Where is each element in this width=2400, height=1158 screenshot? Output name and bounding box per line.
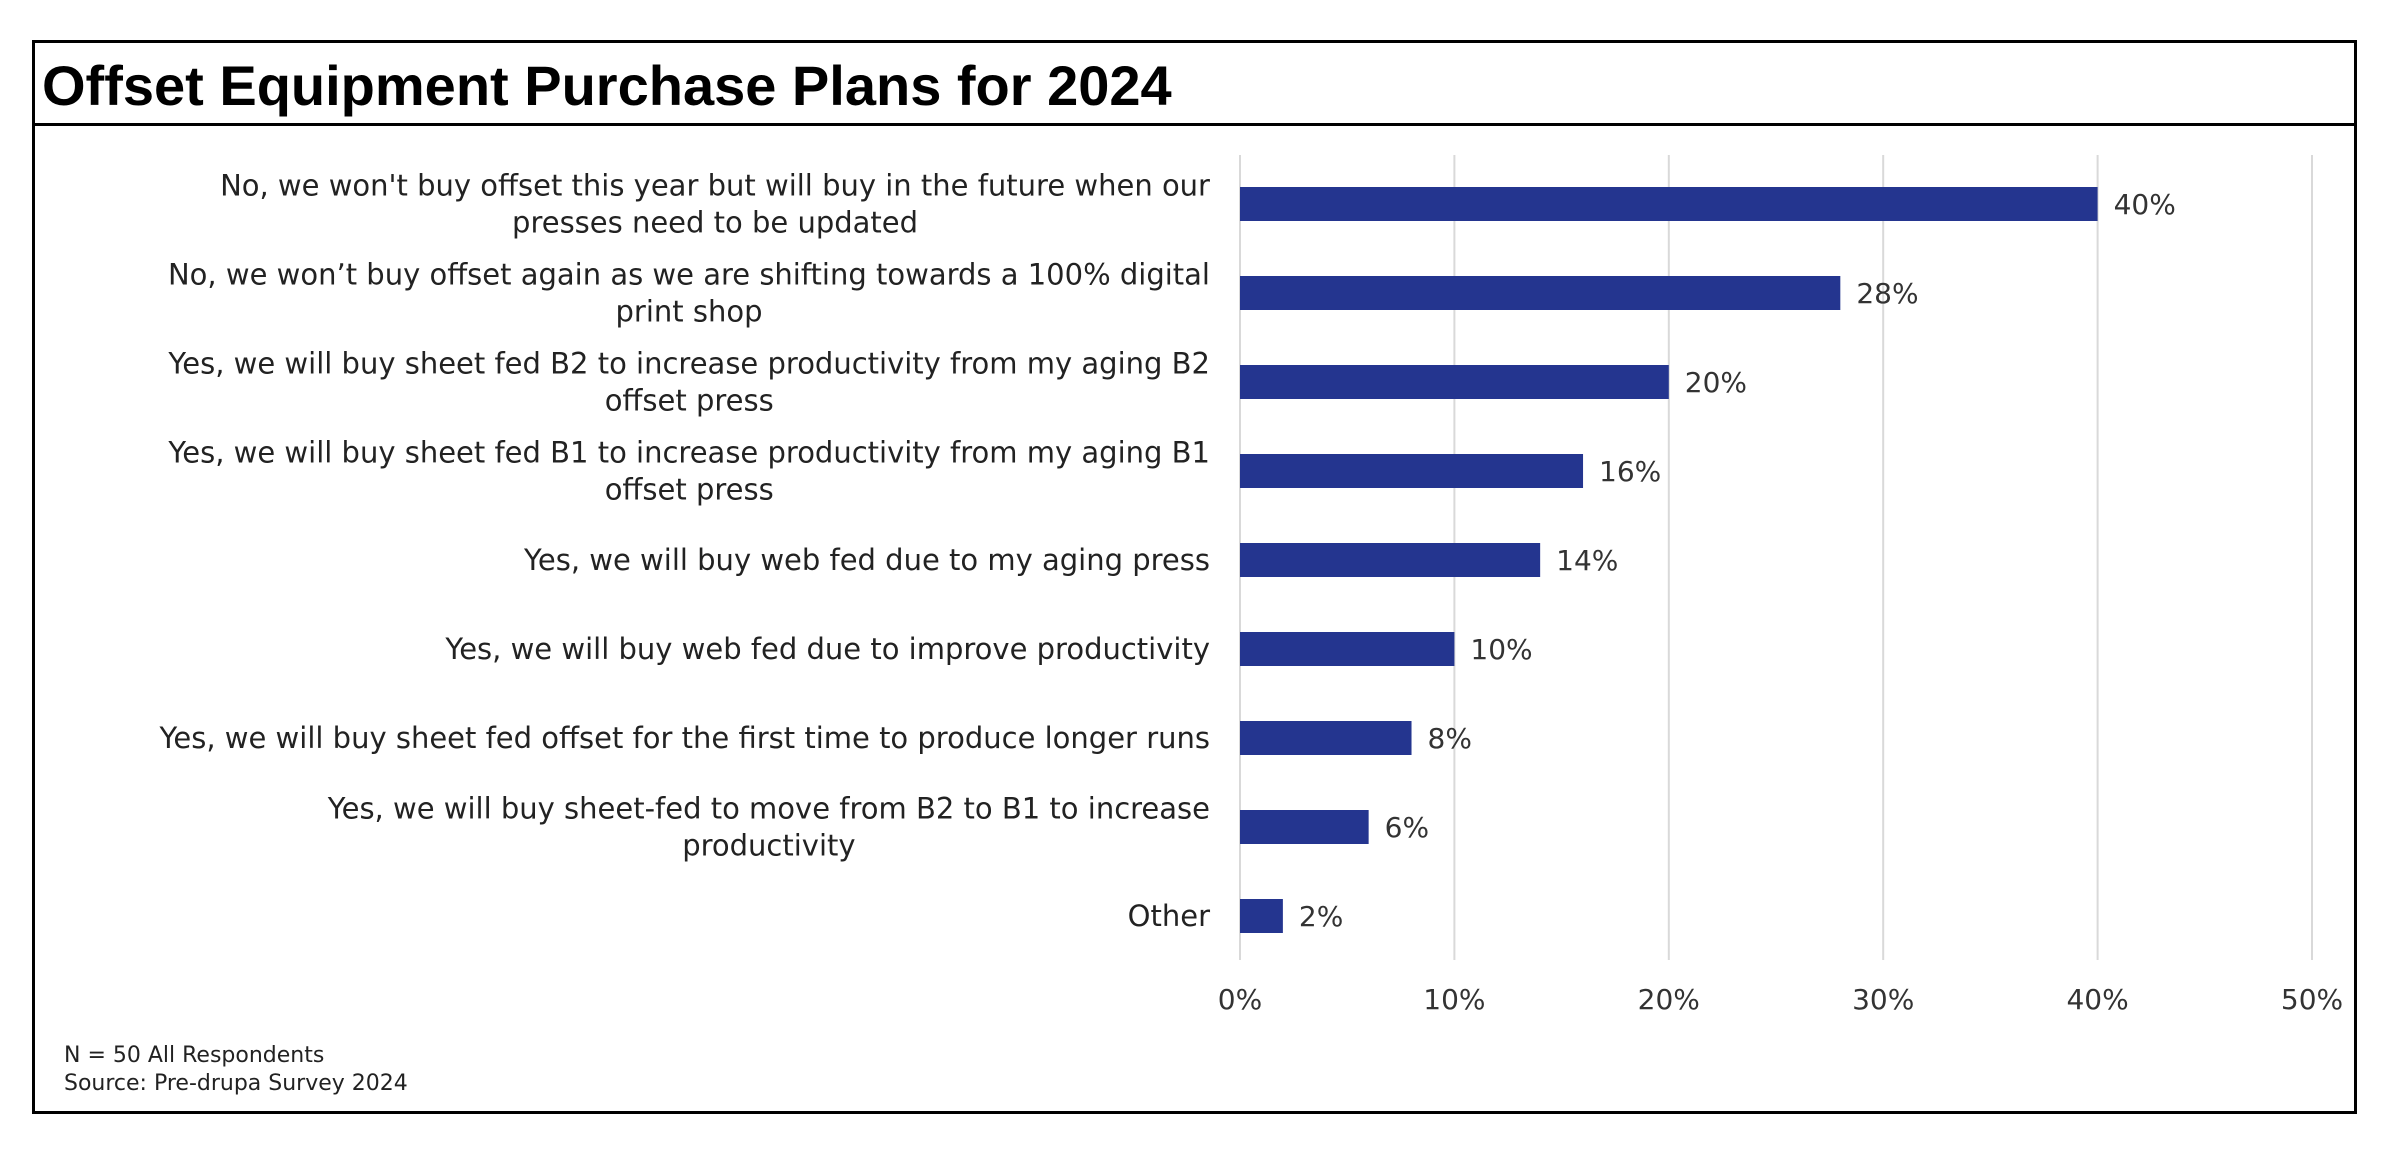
bar	[1240, 454, 1584, 488]
data-label: 20%	[1685, 366, 1747, 399]
category-label-line: No, we won’t buy offset again as we are …	[168, 258, 1210, 292]
bar	[1240, 721, 1412, 755]
category-label: No, we won't buy offset this year but wi…	[220, 169, 1210, 240]
bar	[1240, 810, 1369, 844]
data-label: 14%	[1556, 544, 1618, 577]
data-label: 10%	[1470, 633, 1532, 666]
data-label: 28%	[1856, 277, 1918, 310]
bar	[1240, 365, 1669, 399]
data-label: 6%	[1385, 811, 1429, 844]
data-label: 2%	[1299, 900, 1343, 933]
x-tick-label: 50%	[2281, 983, 2343, 1016]
category-label: Yes, we will buy sheet fed B2 to increas…	[167, 347, 1210, 418]
category-label-line: offset press	[605, 473, 774, 507]
data-label: 8%	[1428, 722, 1472, 755]
category-label-line: presses need to be updated	[512, 206, 918, 240]
category-label-line: Yes, we will buy sheet-fed to move from …	[327, 792, 1210, 826]
bar	[1240, 276, 1841, 310]
category-label: Other	[1128, 899, 1210, 933]
category-label: Yes, we will buy sheet-fed to move from …	[327, 792, 1210, 863]
category-label: Yes, we will buy sheet fed offset for th…	[159, 721, 1210, 755]
category-label-line: No, we won't buy offset this year but wi…	[220, 169, 1210, 203]
category-label-line: Yes, we will buy sheet fed B1 to increas…	[167, 436, 1210, 470]
category-label: Yes, we will buy web fed due to improve …	[444, 632, 1210, 666]
bar	[1240, 899, 1283, 933]
category-label: Yes, we will buy web fed due to my aging…	[523, 543, 1210, 577]
bar	[1240, 543, 1541, 577]
sample-note: N = 50 All Respondents	[64, 1043, 325, 1068]
category-label-line: offset press	[605, 384, 774, 418]
title-bar: Offset Equipment Purchase Plans for 2024	[35, 43, 2354, 126]
chart-title: Offset Equipment Purchase Plans for 2024	[42, 54, 1172, 117]
data-label: 16%	[1599, 455, 1661, 488]
chart-notes: N = 50 All Respondents Source: Pre-drupa…	[64, 1042, 408, 1098]
category-label-line: print shop	[615, 295, 762, 329]
x-tick-label: 10%	[1423, 983, 1485, 1016]
bar	[1240, 187, 2098, 221]
x-tick-label: 20%	[1638, 983, 1700, 1016]
data-label: 40%	[2114, 188, 2176, 221]
category-label-line: productivity	[682, 829, 855, 863]
x-tick-label: 40%	[2066, 983, 2128, 1016]
source-note: Source: Pre-drupa Survey 2024	[64, 1071, 408, 1096]
category-label: No, we won’t buy offset again as we are …	[168, 258, 1210, 329]
category-label: Yes, we will buy sheet fed B1 to increas…	[167, 436, 1210, 507]
bar	[1240, 632, 1455, 666]
category-label-line: Yes, we will buy sheet fed B2 to increas…	[167, 347, 1210, 381]
x-tick-label: 30%	[1852, 983, 1914, 1016]
x-tick-label: 0%	[1218, 983, 1262, 1016]
chart-frame: Offset Equipment Purchase Plans for 2024	[32, 40, 2357, 1114]
